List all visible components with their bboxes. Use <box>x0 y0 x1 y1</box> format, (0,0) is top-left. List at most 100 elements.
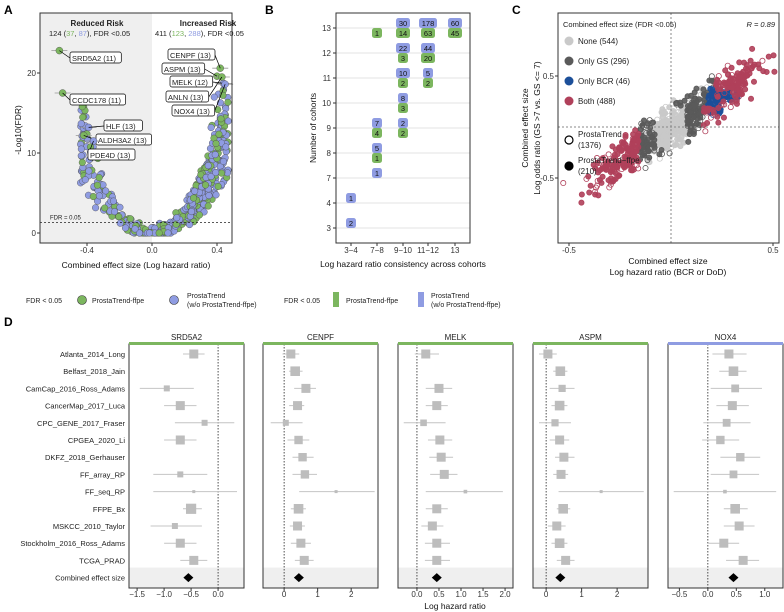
data-point <box>747 57 754 64</box>
data-point <box>578 199 585 206</box>
estimate-square <box>731 384 740 393</box>
legend-label: Only BCR (46) <box>578 77 630 86</box>
data-point <box>603 162 610 169</box>
data-point <box>661 132 668 139</box>
count-blue: 87 <box>79 29 87 38</box>
shape-legend-count: (1376) <box>578 141 601 150</box>
data-point <box>715 105 722 112</box>
x-tick-label: 0.0 <box>213 590 225 599</box>
data-point <box>686 131 693 138</box>
y-tick-label: 0 <box>32 229 37 238</box>
blue-circle-icon <box>169 295 179 305</box>
estimate-square <box>300 470 310 479</box>
data-point <box>679 123 686 130</box>
data-point <box>77 152 85 160</box>
data-point <box>593 155 600 162</box>
legend-swatch-none <box>564 36 574 46</box>
data-point <box>663 144 670 151</box>
data-point <box>727 104 734 111</box>
estimate-square <box>723 489 727 494</box>
estimate-square <box>185 503 197 514</box>
y-tick-label: 0.5 <box>543 72 555 81</box>
data-point <box>715 73 722 80</box>
data-point <box>195 211 203 219</box>
estimate-square <box>551 419 559 427</box>
punct: , <box>74 29 78 38</box>
green-count-tile <box>423 78 433 88</box>
data-point <box>560 180 567 187</box>
blue-count-tile <box>346 218 356 228</box>
green-count: 63 <box>424 29 432 38</box>
gene-label: MELK (12) <box>172 78 208 87</box>
blue-bar-icon <box>418 292 424 307</box>
green-count-tile <box>398 53 408 63</box>
data-point <box>673 141 680 148</box>
combined-row-shade <box>263 567 378 588</box>
cohort-label: Belfast_2018_Jain <box>63 367 125 376</box>
blue-count: 10 <box>399 69 407 78</box>
strip-bar <box>129 342 244 345</box>
green-count-tile <box>398 78 408 88</box>
data-point <box>77 145 85 153</box>
y-tick-label: 4 <box>327 199 332 208</box>
data-point <box>708 97 715 104</box>
legend-label: None (544) <box>578 37 618 46</box>
data-point <box>224 98 232 106</box>
panel-frame <box>532 343 649 589</box>
data-point <box>217 115 225 123</box>
data-point <box>624 144 631 151</box>
data-point <box>116 203 124 211</box>
cohort-label: CPC_GENE_2017_Fraser <box>37 419 125 428</box>
data-point <box>614 164 621 171</box>
data-point <box>190 194 198 202</box>
x-axis-label: Log hazard ratio consistency across coho… <box>320 259 486 269</box>
x-tick-label: −0.5 <box>183 590 199 599</box>
data-point <box>728 77 735 84</box>
data-point <box>630 135 637 142</box>
shape-legend-count: (210) <box>578 167 597 176</box>
data-point <box>78 158 86 166</box>
data-point <box>633 162 640 169</box>
data-point <box>721 90 728 97</box>
estimate-square <box>299 555 309 565</box>
legend-prostatrend-label: ProstaTrend <box>431 293 469 300</box>
panel-frame <box>667 343 784 589</box>
data-point <box>224 117 232 125</box>
data-point <box>736 73 743 80</box>
gene-label: SRD5A2 (11) <box>72 54 117 63</box>
cohort-label: FF_array_RP <box>80 470 125 479</box>
data-point <box>210 93 218 101</box>
x-tick-label: 9−10 <box>394 246 413 255</box>
punct: , <box>184 29 188 38</box>
label-connector <box>214 54 221 69</box>
estimate-square <box>432 538 442 548</box>
blue-count-tile <box>398 93 408 103</box>
green-count: 1 <box>375 154 379 163</box>
count-total: 411 <box>155 29 167 38</box>
cohort-label: Stockholm_2016_Ross_Adams <box>20 539 125 548</box>
x-tick-label: 0.0 <box>411 590 423 599</box>
data-point <box>770 52 777 59</box>
gene-title: NOX4 <box>715 333 737 342</box>
data-point <box>711 99 718 106</box>
data-point <box>212 139 220 147</box>
estimate-square <box>432 401 442 411</box>
panel-label: C <box>512 3 521 17</box>
green-count-tile <box>398 128 408 138</box>
label-connector <box>62 92 71 101</box>
green-count: 3 <box>401 104 405 113</box>
estimate-square <box>554 400 565 411</box>
gene-label: NOX4 (13) <box>174 107 210 116</box>
forest-panel-melk <box>397 342 514 591</box>
data-point <box>605 151 612 158</box>
volcano-points <box>77 86 232 237</box>
blue-count: 1 <box>349 194 353 203</box>
legend-ffpe-label: ProstaTrend-ffpe <box>92 298 144 305</box>
data-point <box>728 64 735 71</box>
data-point <box>649 134 656 141</box>
data-point <box>116 219 124 227</box>
blue-count-tile <box>396 68 410 78</box>
estimate-square <box>730 504 740 514</box>
estimate-square <box>722 418 731 427</box>
data-point <box>734 79 741 86</box>
